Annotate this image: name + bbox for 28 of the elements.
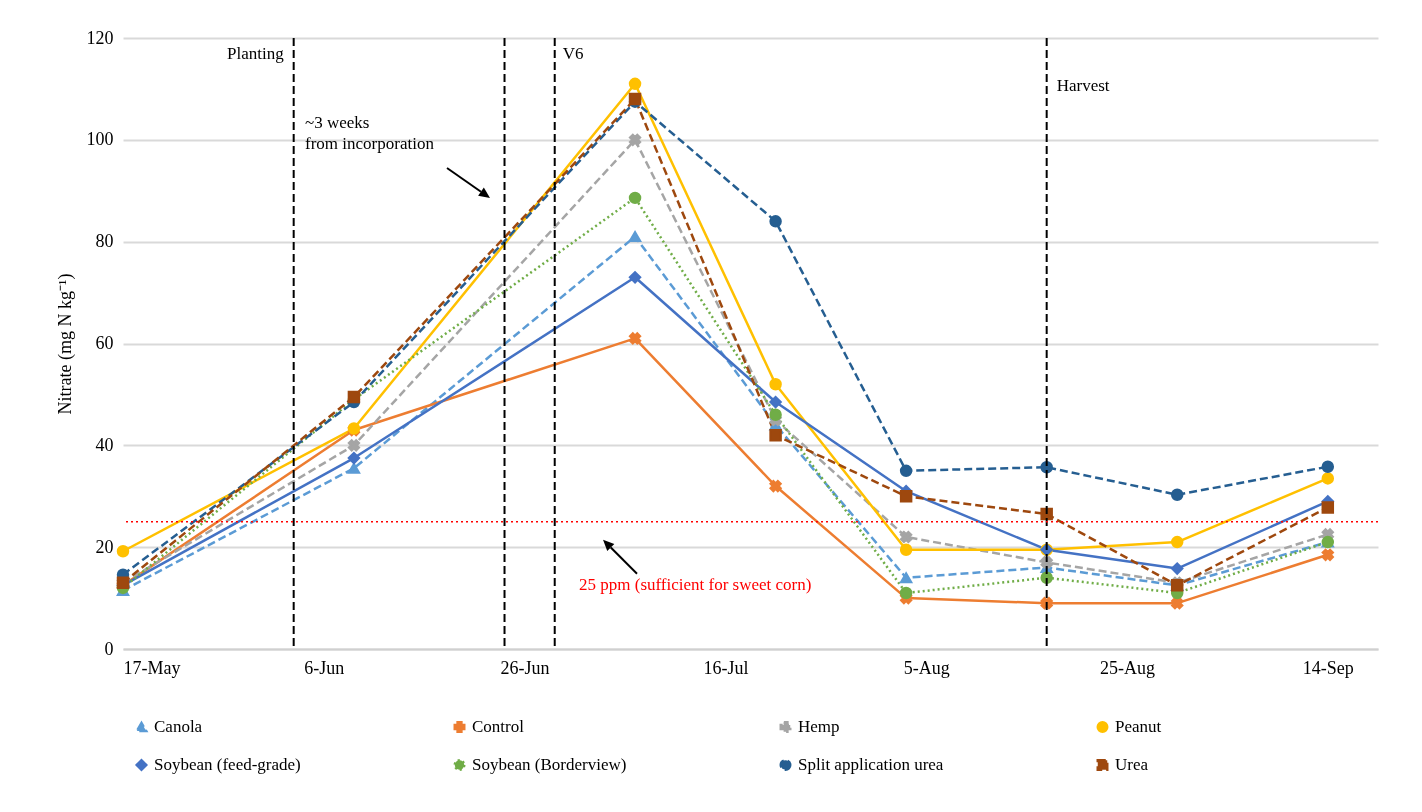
- legend-label: Control: [472, 717, 525, 736]
- x-tick-label: 25-Aug: [1100, 657, 1155, 678]
- legend-label: Soybean (feed-grade): [154, 755, 301, 774]
- x-tick-label: 16-Jul: [703, 657, 749, 678]
- x-tick-label: 6-Jun: [304, 657, 345, 678]
- ref-line-label: Harvest: [1056, 76, 1110, 95]
- annotation: ~3 weeks from incorporation: [305, 113, 435, 153]
- y-axis-title: Nitrate (mg N kg⁻¹): [54, 273, 76, 415]
- x-tick-label: 26-Jun: [500, 657, 550, 678]
- ref-line-label: Planting: [227, 44, 285, 63]
- ref-line-label: 25 ppm (sufficient for sweet corn): [579, 574, 812, 594]
- legend-label: Hemp: [798, 717, 840, 736]
- legend-label: Urea: [1115, 755, 1149, 774]
- y-tick-label: 0: [104, 638, 114, 659]
- legend-label: Split application urea: [798, 755, 944, 774]
- x-tick-label: 5-Aug: [903, 657, 950, 678]
- y-tick-label: 100: [86, 129, 114, 150]
- y-tick-label: 80: [95, 231, 114, 252]
- y-tick-label: 40: [95, 434, 114, 455]
- ref-line-label: V6: [562, 44, 584, 63]
- x-tick-label: 14-Sep: [1302, 657, 1354, 678]
- legend-label: Soybean (Borderview): [472, 755, 627, 774]
- legend-label: Peanut: [1115, 717, 1162, 736]
- y-tick-label: 120: [86, 27, 114, 48]
- legend-label: Canola: [154, 717, 203, 736]
- y-tick-label: 20: [95, 536, 114, 557]
- x-tick-label: 17-May: [123, 657, 181, 678]
- y-tick-label: 60: [95, 333, 114, 353]
